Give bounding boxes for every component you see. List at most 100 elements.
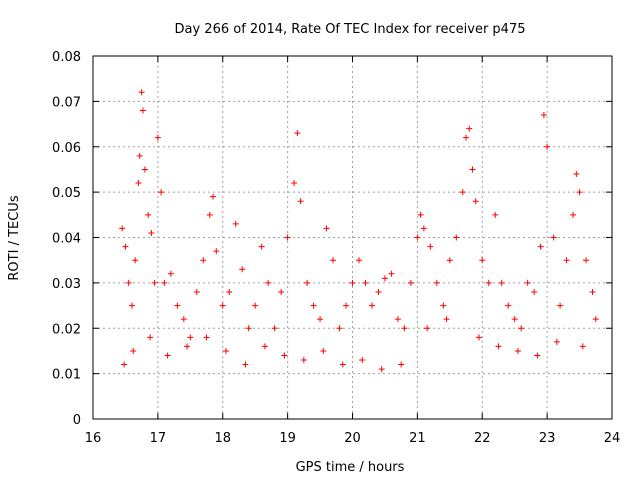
data-point (440, 302, 447, 309)
y-tick-label: 0.06 (52, 141, 81, 156)
data-point (184, 343, 191, 350)
data-point (300, 357, 307, 364)
data-point (443, 316, 450, 323)
x-tick-labels: 16 17 18 19 20 21 22 23 24 (85, 431, 621, 446)
data-point (121, 361, 128, 368)
data-point (362, 279, 369, 286)
data-point (158, 189, 165, 196)
data-point (128, 302, 135, 309)
data-point (573, 170, 580, 177)
data-point (294, 130, 301, 137)
y-tick-label: 0.01 (52, 368, 81, 383)
data-point (320, 347, 327, 354)
data-point (226, 288, 233, 295)
data-point (576, 189, 583, 196)
data-point (297, 198, 304, 205)
x-tick-label: 23 (539, 431, 556, 446)
data-point (203, 334, 210, 341)
data-point (258, 243, 265, 250)
chart-title: Day 266 of 2014, Rate Of TEC Index for r… (175, 22, 526, 37)
data-point (388, 270, 395, 277)
data-point (375, 288, 382, 295)
data-point (589, 288, 596, 295)
data-point (336, 325, 343, 332)
data-point (206, 211, 213, 218)
data-point (433, 279, 440, 286)
data-point (180, 316, 187, 323)
data-point (291, 180, 298, 187)
data-point (281, 352, 288, 359)
data-point (245, 325, 252, 332)
data-point (381, 275, 388, 282)
data-point (472, 198, 479, 205)
x-tick-label: 17 (150, 431, 167, 446)
data-point (355, 257, 362, 264)
data-point (122, 243, 129, 250)
data-point (145, 211, 152, 218)
data-point (164, 352, 171, 359)
data-point (469, 166, 476, 173)
y-axis-label: ROTI / TECUs (7, 195, 22, 280)
data-point (147, 334, 154, 341)
data-point (417, 211, 424, 218)
data-point (479, 257, 486, 264)
x-tick-label: 22 (474, 431, 491, 446)
data-point (261, 343, 268, 350)
data-point (544, 143, 551, 150)
data-point (310, 302, 317, 309)
y-tick-label: 0.05 (52, 186, 81, 201)
data-point (524, 279, 531, 286)
data-point (187, 334, 194, 341)
data-point (252, 302, 259, 309)
data-point (498, 279, 505, 286)
data-point (579, 343, 586, 350)
data-point (167, 270, 174, 277)
data-point (135, 180, 142, 187)
data-point (151, 279, 158, 286)
data-point (466, 125, 473, 132)
data-point (119, 225, 126, 232)
x-tick-label: 20 (344, 431, 361, 446)
axis-ticks (92, 55, 613, 420)
data-point (592, 316, 599, 323)
y-tick-label: 0 (73, 413, 81, 428)
data-point (420, 225, 427, 232)
y-tick-labels: 0 0.01 0.02 0.03 0.04 0.05 0.06 0.07 0.08 (52, 50, 81, 428)
data-point (424, 325, 431, 332)
data-point (534, 352, 541, 359)
x-tick-label: 16 (85, 431, 102, 446)
data-point (125, 279, 132, 286)
data-point (518, 325, 525, 332)
data-point (583, 257, 590, 264)
data-point (553, 338, 560, 345)
data-point (550, 234, 557, 241)
data-point (570, 211, 577, 218)
data-point (136, 152, 143, 159)
data-point (148, 229, 155, 236)
data-point (446, 257, 453, 264)
y-tick-label: 0.08 (52, 50, 81, 65)
data-point (330, 257, 337, 264)
data-point (210, 193, 217, 200)
data-point (476, 334, 483, 341)
data-point (563, 257, 570, 264)
data-point (139, 107, 146, 114)
x-tick-label: 19 (279, 431, 296, 446)
data-point (368, 302, 375, 309)
data-point (222, 347, 229, 354)
data-point (304, 279, 311, 286)
data-point (278, 288, 285, 295)
data-point (219, 302, 226, 309)
data-point (317, 316, 324, 323)
data-point (132, 257, 139, 264)
data-point (463, 134, 470, 141)
data-point (284, 234, 291, 241)
data-point (242, 361, 249, 368)
data-point (138, 89, 145, 96)
data-point (414, 234, 421, 241)
data-point (349, 279, 356, 286)
y-tick-label: 0.07 (52, 95, 81, 110)
data-point (200, 257, 207, 264)
data-point (141, 166, 148, 173)
data-point (407, 279, 414, 286)
